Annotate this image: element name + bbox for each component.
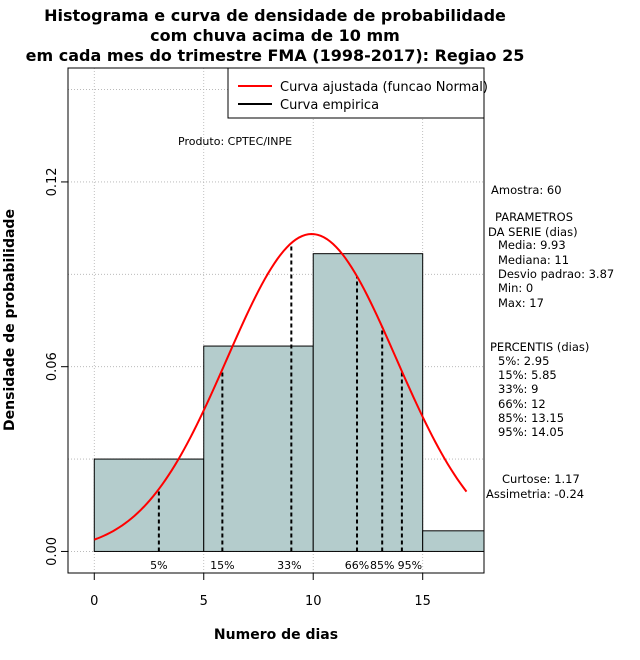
legend-label-normal: Curva ajustada (funcao Normal) (280, 80, 488, 95)
percentile-label: 5% (150, 559, 167, 572)
histogram-bar (203, 345, 314, 552)
y-axis-title: Densidade de probabilidade (2, 209, 18, 431)
y-tick-label: 0.00 (45, 537, 60, 566)
histogram-bar (312, 253, 424, 552)
x-axis-title: Numero de dias (214, 627, 338, 643)
percentile-66: 66%: 12 (498, 397, 546, 411)
producer-label: Produto: CPTEC/INPE (178, 135, 292, 148)
skewness: Assimetria: -0.24 (486, 487, 584, 501)
params-header-2: DA SERIE (dias) (488, 225, 578, 239)
x-tick-label: 5 (200, 594, 208, 609)
percentile-95: 95%: 14.05 (498, 425, 564, 439)
param-min: Min: 0 (498, 281, 533, 295)
statistics-panel: Amostra: 60 PARAMETROS DA SERIE (dias) M… (486, 183, 614, 501)
percentile-label: 85% (370, 559, 394, 572)
percentile-label: 33% (277, 559, 301, 572)
histogram-bars (93, 253, 485, 552)
percentile-lines: 5% 15% 33% 66% 85% 95% (150, 243, 422, 572)
param-median: Mediana: 11 (498, 253, 569, 267)
normal-curve-layer (93, 233, 468, 541)
percentile-5: 5%: 2.95 (498, 354, 549, 368)
param-sd: Desvio padrao: 3.87 (498, 267, 614, 281)
kurtosis: Curtose: 1.17 (502, 472, 580, 486)
legend: Curva ajustada (funcao Normal) Curva emp… (227, 67, 488, 119)
param-mean: Media: 9.93 (498, 238, 566, 252)
percentile-label: 95% (398, 559, 422, 572)
percentiles-header: PERCENTIS (dias) (490, 340, 589, 354)
normal-curve (93, 233, 468, 541)
y-tick-label: 0.12 (45, 167, 60, 196)
percentile-label: 66% (345, 559, 369, 572)
legend-box (227, 67, 485, 119)
percentile-label: 15% (210, 559, 234, 572)
x-tick-label: 0 (90, 594, 98, 609)
sample-size: Amostra: 60 (491, 183, 562, 197)
x-tick-label: 10 (305, 594, 322, 609)
legend-label-empirical: Curva empirica (280, 98, 379, 113)
percentile-85: 85%: 13.15 (498, 411, 564, 425)
param-max: Max: 17 (498, 296, 544, 310)
percentile-15: 15%: 5.85 (498, 368, 557, 382)
chart-title-line-2: com chuva acima de 10 mm (150, 26, 400, 45)
chart-title-line-1: Histograma e curva de densidade de proba… (44, 6, 506, 25)
params-header-1: PARAMETROS (495, 210, 573, 224)
histogram-bar (422, 530, 485, 552)
y-tick-label: 0.06 (45, 352, 60, 381)
histogram-bar (93, 458, 205, 552)
x-tick-label: 15 (414, 594, 431, 609)
percentile-33: 33%: 9 (498, 382, 538, 396)
axes: 0 5 10 15 0.00 0.06 0.12 (45, 167, 431, 609)
chart-title-line-3: em cada mes do trimestre FMA (1998-2017)… (26, 46, 525, 65)
